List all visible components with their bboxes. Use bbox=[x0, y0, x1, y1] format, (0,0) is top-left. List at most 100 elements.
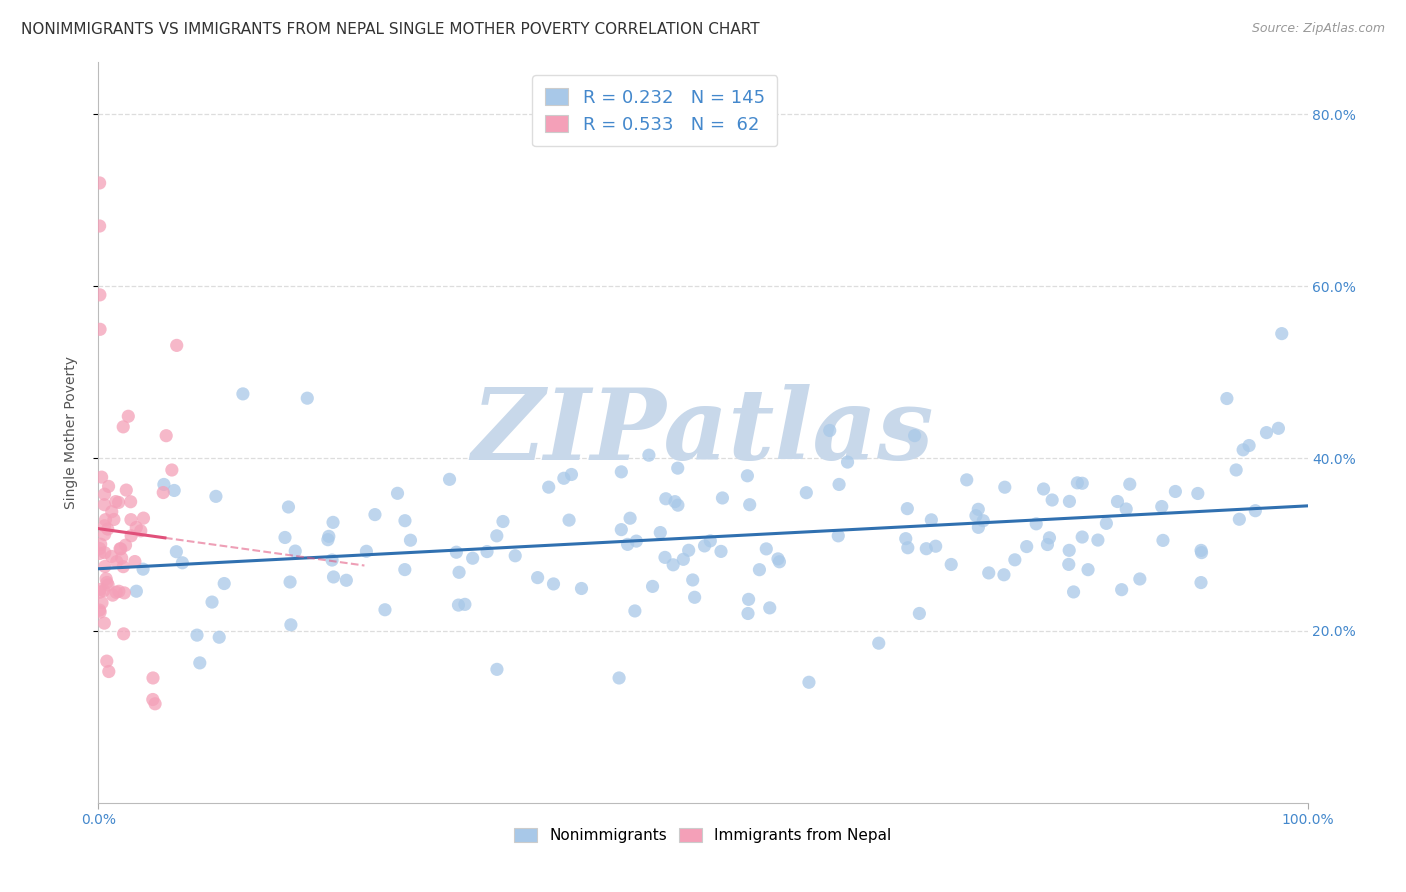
Point bbox=[446, 545, 468, 559]
Point bbox=[710, 544, 733, 558]
Point bbox=[89, 219, 111, 233]
Point bbox=[93, 518, 115, 533]
Point bbox=[1015, 540, 1038, 554]
Point bbox=[558, 513, 581, 527]
Point bbox=[485, 662, 508, 676]
Point bbox=[335, 574, 357, 588]
Point bbox=[160, 463, 183, 477]
Point bbox=[868, 636, 890, 650]
Point bbox=[655, 491, 678, 506]
Point bbox=[232, 387, 254, 401]
Point bbox=[967, 520, 990, 534]
Point bbox=[693, 539, 716, 553]
Point bbox=[682, 573, 704, 587]
Point bbox=[172, 556, 194, 570]
Point bbox=[1150, 500, 1173, 514]
Point bbox=[105, 555, 128, 569]
Point bbox=[492, 515, 515, 529]
Point bbox=[662, 558, 685, 572]
Point bbox=[1119, 477, 1142, 491]
Point bbox=[1040, 493, 1063, 508]
Point bbox=[837, 455, 859, 469]
Y-axis label: Single Mother Poverty: Single Mother Poverty bbox=[63, 356, 77, 509]
Point bbox=[129, 524, 152, 538]
Point bbox=[96, 654, 118, 668]
Point bbox=[638, 448, 661, 462]
Point bbox=[212, 576, 235, 591]
Point bbox=[125, 584, 148, 599]
Point bbox=[91, 596, 114, 610]
Point bbox=[103, 512, 125, 526]
Text: ZIPatlas: ZIPatlas bbox=[472, 384, 934, 481]
Point bbox=[924, 539, 946, 553]
Point bbox=[610, 465, 633, 479]
Point bbox=[737, 607, 759, 621]
Point bbox=[768, 555, 790, 569]
Point bbox=[1025, 516, 1047, 531]
Point bbox=[110, 541, 132, 556]
Point bbox=[89, 605, 111, 619]
Point bbox=[1189, 575, 1212, 590]
Point bbox=[108, 541, 131, 556]
Point bbox=[90, 470, 112, 484]
Point bbox=[125, 520, 148, 534]
Point bbox=[818, 424, 841, 438]
Point bbox=[1225, 463, 1247, 477]
Point bbox=[666, 461, 689, 475]
Point bbox=[794, 485, 817, 500]
Point bbox=[755, 541, 778, 556]
Point bbox=[678, 543, 700, 558]
Point bbox=[1059, 494, 1081, 508]
Point bbox=[96, 575, 118, 590]
Point bbox=[186, 628, 208, 642]
Point bbox=[132, 562, 155, 576]
Point bbox=[908, 607, 931, 621]
Point bbox=[439, 472, 461, 486]
Point bbox=[399, 533, 422, 548]
Point bbox=[896, 501, 918, 516]
Point bbox=[120, 495, 142, 509]
Point bbox=[503, 549, 526, 563]
Point bbox=[124, 555, 146, 569]
Point bbox=[683, 591, 706, 605]
Point bbox=[654, 550, 676, 565]
Point bbox=[1063, 585, 1085, 599]
Point bbox=[461, 551, 484, 566]
Point bbox=[322, 516, 344, 530]
Point bbox=[748, 563, 770, 577]
Point bbox=[475, 544, 498, 558]
Point bbox=[797, 675, 820, 690]
Point bbox=[100, 505, 122, 519]
Point bbox=[571, 582, 593, 596]
Point bbox=[284, 544, 307, 558]
Point bbox=[89, 582, 111, 597]
Point bbox=[93, 498, 115, 512]
Point bbox=[316, 533, 339, 547]
Point bbox=[120, 529, 142, 543]
Point bbox=[112, 559, 135, 574]
Point bbox=[894, 532, 917, 546]
Point bbox=[956, 473, 979, 487]
Point bbox=[364, 508, 387, 522]
Point bbox=[93, 487, 115, 501]
Point bbox=[277, 500, 299, 514]
Legend: Nonimmigrants, Immigrants from Nepal: Nonimmigrants, Immigrants from Nepal bbox=[506, 821, 900, 851]
Point bbox=[766, 552, 789, 566]
Point bbox=[100, 549, 122, 564]
Point bbox=[111, 551, 134, 566]
Point bbox=[1087, 533, 1109, 547]
Point bbox=[624, 604, 647, 618]
Point bbox=[1129, 572, 1152, 586]
Point bbox=[699, 533, 721, 548]
Point bbox=[737, 592, 759, 607]
Point bbox=[447, 598, 470, 612]
Point bbox=[321, 553, 343, 567]
Point bbox=[650, 525, 672, 540]
Point bbox=[208, 630, 231, 644]
Point bbox=[117, 409, 139, 424]
Point bbox=[153, 477, 176, 491]
Point bbox=[155, 428, 177, 442]
Point bbox=[112, 586, 135, 600]
Point bbox=[89, 288, 111, 302]
Point bbox=[526, 571, 548, 585]
